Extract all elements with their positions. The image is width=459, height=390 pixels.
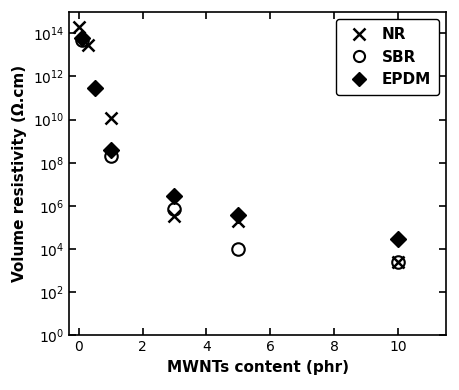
- NR: [235, 219, 241, 223]
- EPDM: [171, 193, 177, 198]
- SBR: [79, 37, 84, 42]
- Line: NR: NR: [72, 21, 403, 268]
- SBR: [235, 247, 241, 252]
- NR: [107, 115, 113, 120]
- NR: [395, 260, 400, 264]
- Line: EPDM: EPDM: [76, 32, 403, 245]
- Legend: NR, SBR, EPDM: NR, SBR, EPDM: [335, 20, 437, 95]
- SBR: [171, 207, 177, 212]
- EPDM: [92, 85, 97, 90]
- NR: [76, 25, 81, 29]
- NR: [85, 42, 91, 47]
- EPDM: [107, 147, 113, 152]
- NR: [171, 213, 177, 218]
- SBR: [395, 260, 400, 264]
- Y-axis label: Volume resistivity (Ω.cm): Volume resistivity (Ω.cm): [12, 65, 27, 282]
- SBR: [107, 154, 113, 159]
- Line: SBR: SBR: [75, 34, 403, 268]
- EPDM: [395, 236, 400, 241]
- X-axis label: MWNTs content (phr): MWNTs content (phr): [166, 360, 348, 375]
- EPDM: [79, 36, 84, 41]
- EPDM: [235, 212, 241, 217]
